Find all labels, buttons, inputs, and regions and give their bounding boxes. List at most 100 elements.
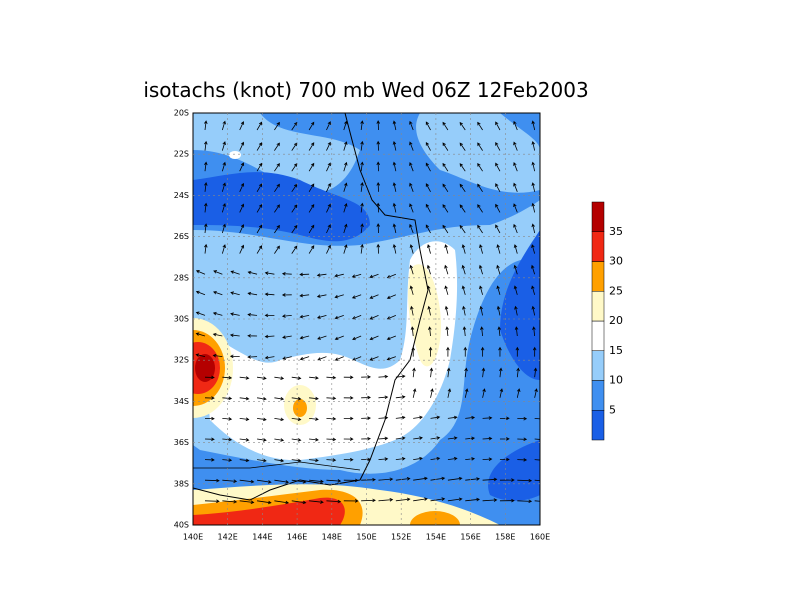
wind-arrow xyxy=(447,415,458,420)
wind-arrow xyxy=(222,396,233,401)
wind-arrow xyxy=(430,476,446,481)
wind-arrow xyxy=(376,161,381,172)
lat-label: 36S xyxy=(174,438,189,447)
wind-arrow xyxy=(498,346,502,357)
wind-arrow xyxy=(343,499,359,503)
wind-arrow xyxy=(309,479,324,484)
wind-arrow xyxy=(499,388,504,398)
wind-arrow xyxy=(427,285,431,295)
lon-label: 150E xyxy=(356,533,376,542)
wind-arrow xyxy=(291,183,298,193)
lat-label: 26S xyxy=(174,232,189,241)
wind-arrow xyxy=(326,396,337,401)
wind-arrow xyxy=(392,243,397,254)
wind-arrow xyxy=(496,305,501,316)
wind-arrow xyxy=(459,142,466,151)
wind-arrow xyxy=(465,497,480,502)
wind-arrow xyxy=(204,478,220,483)
wind-arrow xyxy=(256,121,263,131)
wind-arrow xyxy=(212,311,223,316)
wind-arrow xyxy=(230,312,240,316)
wind-arrow xyxy=(447,456,458,461)
wind-arrow xyxy=(513,285,518,295)
wind-arrow xyxy=(477,224,483,234)
wind-arrow xyxy=(392,223,397,234)
wind-arrow xyxy=(531,244,536,254)
lat-label: 32S xyxy=(174,356,189,365)
colorbar-label: 5 xyxy=(609,403,616,416)
wind-arrow xyxy=(392,182,397,192)
wind-arrow xyxy=(497,326,501,337)
wind-arrow xyxy=(326,162,331,172)
wind-arrow xyxy=(426,264,431,275)
wind-arrow xyxy=(195,270,206,275)
wind-arrow xyxy=(343,437,354,441)
wind-arrow xyxy=(204,416,215,421)
wind-arrow xyxy=(480,346,485,357)
wind-arrow xyxy=(326,375,337,380)
wind-arrow xyxy=(204,396,215,400)
wind-arrow xyxy=(446,346,450,357)
wind-arrow xyxy=(513,223,518,234)
wind-arrow xyxy=(411,346,416,357)
wind-arrow xyxy=(264,355,275,360)
colorbar-label: 20 xyxy=(609,314,623,327)
wind-arrow xyxy=(239,438,250,442)
wind-arrow xyxy=(360,161,364,172)
wind-arrow xyxy=(531,182,536,192)
wind-arrow xyxy=(204,202,208,213)
wind-arrow xyxy=(532,326,536,337)
wind-arrow xyxy=(442,121,449,131)
wind-arrow xyxy=(513,120,518,131)
wind-arrow xyxy=(386,294,397,300)
wind-arrow xyxy=(447,476,463,481)
colorbar-segment xyxy=(591,320,605,351)
wind-arrow xyxy=(343,120,348,131)
wind-arrow xyxy=(376,223,381,234)
wind-arrow xyxy=(428,346,433,357)
lon-label: 154E xyxy=(426,533,446,542)
wind-arrow xyxy=(532,346,537,357)
wind-arrow xyxy=(221,223,226,234)
wind-arrow xyxy=(343,416,354,421)
wind-arrow xyxy=(308,121,315,131)
lat-label: 34S xyxy=(174,397,189,406)
wind-arrow xyxy=(499,457,510,462)
wind-arrow xyxy=(309,376,319,380)
wind-arrow xyxy=(360,202,364,213)
wind-arrow xyxy=(513,162,518,172)
wind-arrow xyxy=(326,203,331,213)
lat-label: 24S xyxy=(174,191,189,200)
wind-arrow xyxy=(361,498,376,503)
wind-arrow xyxy=(376,181,381,192)
lat-label: 22S xyxy=(174,150,189,159)
wind-arrow xyxy=(256,438,267,442)
wind-arrow xyxy=(213,291,223,296)
wind-arrow xyxy=(343,457,354,462)
wind-arrow xyxy=(291,121,298,131)
wind-arrow xyxy=(531,305,536,316)
wind-arrow xyxy=(212,332,223,337)
wind-arrow xyxy=(204,120,208,131)
wind-arrow xyxy=(480,326,484,337)
lon-label: 160E xyxy=(530,533,550,542)
wind-arrow xyxy=(378,457,389,461)
wind-arrow xyxy=(239,224,245,234)
wind-arrow xyxy=(531,223,536,234)
colorbar-segment xyxy=(591,201,605,232)
wind-arrow xyxy=(222,437,233,442)
wind-arrow xyxy=(264,271,275,275)
wind-arrow xyxy=(369,315,379,320)
wind-arrow xyxy=(204,499,220,504)
wind-arrow xyxy=(534,438,540,440)
wind-arrow xyxy=(256,203,263,213)
wind-arrow xyxy=(516,388,521,398)
wind-arrow xyxy=(222,458,233,462)
wind-arrow xyxy=(204,437,215,442)
wind-arrow xyxy=(247,291,258,296)
wind-arrow xyxy=(308,224,315,234)
wind-arrow xyxy=(274,224,280,234)
wind-arrow xyxy=(369,294,379,299)
wind-arrow xyxy=(309,417,319,421)
